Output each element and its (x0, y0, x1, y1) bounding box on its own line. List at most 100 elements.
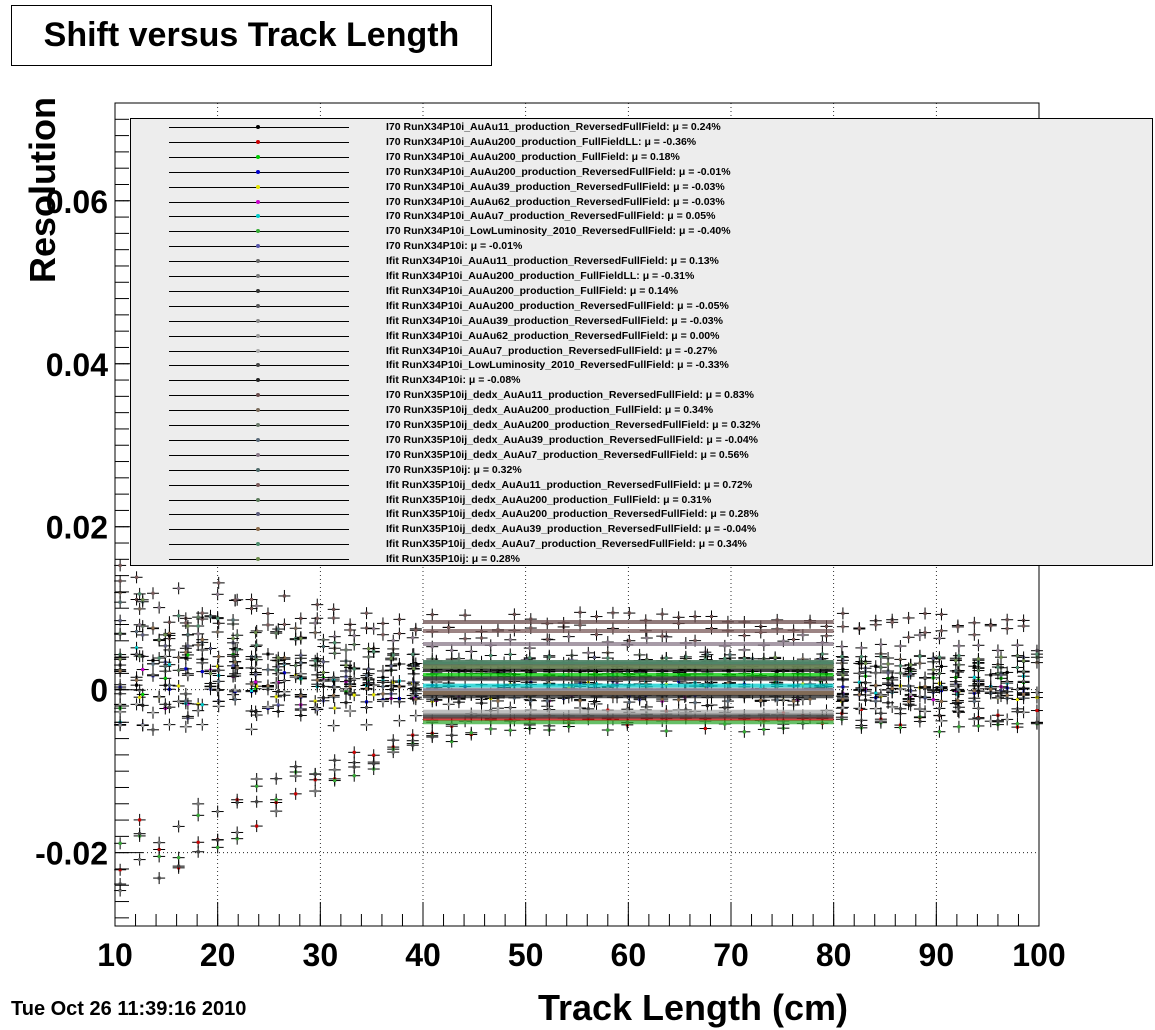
data-point (186, 633, 190, 637)
data-point (167, 705, 171, 709)
data-point (235, 648, 239, 652)
data-point (255, 684, 259, 688)
data-point (254, 710, 258, 714)
data-point (890, 620, 894, 624)
legend-entry: I70 RunX34P10i_AuAu200_production_Revers… (131, 165, 1154, 180)
legend-marker (256, 512, 260, 517)
data-point (615, 679, 619, 683)
data-point (957, 725, 961, 729)
data-point (266, 684, 270, 688)
data-point (1022, 659, 1026, 663)
data-point (255, 604, 259, 608)
data-point (135, 646, 139, 650)
data-point (397, 719, 401, 723)
data-point (923, 685, 927, 689)
data-point (135, 702, 139, 706)
data-point (989, 624, 993, 628)
data-point (186, 702, 190, 706)
data-point (898, 687, 902, 691)
data-point (276, 709, 280, 713)
data-point (898, 707, 902, 711)
data-point (956, 625, 960, 629)
data-point (332, 675, 336, 679)
data-point (801, 697, 805, 701)
data-point (397, 617, 401, 621)
legend-entry: Ifit RunX35P10ij_dedx_AuAu11_production_… (131, 478, 1154, 493)
data-point (299, 713, 303, 717)
data-point (820, 652, 824, 656)
data-point (208, 646, 212, 650)
data-point (391, 750, 395, 754)
data-point (348, 685, 352, 689)
data-point (216, 810, 220, 814)
data-point (196, 643, 200, 647)
data-point (508, 728, 512, 732)
data-point (313, 659, 317, 663)
legend-entry: I70 RunX34P10i_AuAu62_production_Reverse… (131, 195, 1154, 210)
data-point (184, 650, 188, 654)
data-point (775, 698, 779, 702)
data-point (313, 631, 317, 635)
data-point (216, 688, 220, 692)
data-point (208, 672, 212, 676)
data-point (367, 655, 371, 659)
data-point (918, 707, 922, 711)
data-point (898, 657, 902, 661)
data-point (235, 837, 239, 841)
data-point (1035, 720, 1039, 724)
data-point (299, 672, 303, 676)
data-point (989, 687, 993, 691)
data-point (508, 638, 512, 642)
data-point (157, 876, 161, 880)
data-point (627, 639, 631, 643)
data-point (367, 682, 371, 686)
data-point (989, 719, 993, 723)
data-point (907, 635, 911, 639)
data-point (939, 664, 943, 668)
data-point (167, 683, 171, 687)
data-point (1035, 709, 1039, 713)
data-point (365, 686, 369, 690)
data-point (365, 706, 369, 710)
data-point (489, 654, 493, 658)
data-point (447, 702, 451, 706)
data-point (138, 607, 142, 611)
data-point (321, 696, 325, 700)
data-point (1022, 679, 1026, 683)
data-point (315, 616, 319, 620)
data-point (151, 711, 155, 715)
data-point (299, 637, 303, 641)
data-point (138, 654, 142, 658)
data-point (365, 611, 369, 615)
data-point (547, 724, 551, 728)
data-point (1005, 693, 1009, 697)
data-point (874, 707, 878, 711)
legend-label: Ifit RunX34P10i_AuAu200_production_FullF… (386, 270, 695, 282)
data-point (859, 723, 863, 727)
data-point (167, 723, 171, 727)
data-point (625, 707, 629, 711)
data-point (726, 681, 730, 685)
data-point (939, 612, 943, 616)
data-point (299, 661, 303, 665)
data-point (266, 652, 270, 656)
data-point (163, 664, 167, 668)
data-point (157, 854, 161, 858)
data-point (1005, 717, 1009, 721)
data-point (333, 685, 337, 689)
legend-entry: Ifit RunX35P10ij_dedx_AuAu7_production_R… (131, 537, 1154, 552)
data-point (216, 592, 220, 596)
data-point (857, 693, 861, 697)
data-point (151, 626, 155, 630)
legend-entry: Ifit RunX34P10i_AuAu11_production_Revers… (131, 254, 1154, 269)
data-point (332, 724, 336, 728)
data-point (547, 707, 551, 711)
data-point (118, 687, 122, 691)
data-point (274, 798, 278, 802)
legend-marker (256, 229, 260, 234)
data-point (333, 768, 337, 772)
data-point (313, 789, 317, 793)
data-point (1022, 669, 1026, 673)
data-point (693, 639, 697, 643)
